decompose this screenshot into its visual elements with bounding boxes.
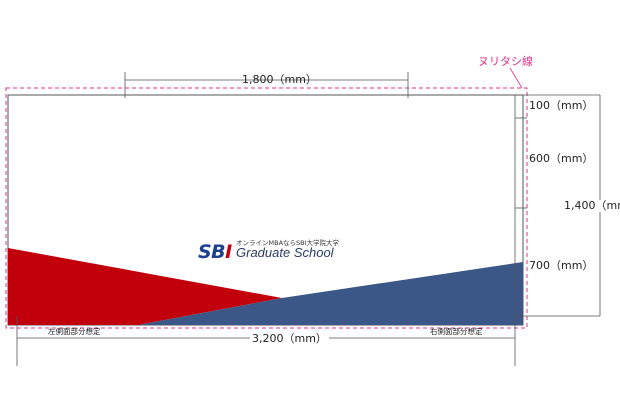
logo-mark-sb: SB	[198, 241, 226, 263]
top-width-label: 1,800（mm）	[242, 73, 317, 86]
right-side-note: 右側面部分想定	[430, 327, 483, 336]
bottom-width-label: 3,200（mm）	[250, 332, 329, 345]
blue-triangle	[138, 262, 523, 325]
sbi-logo: オンラインMBAならSBI大学院大学 SBI Graduate School	[198, 234, 348, 266]
logo-mark: SBI	[198, 241, 232, 263]
seg-bottom-label: 700（mm）	[529, 259, 594, 272]
logo-name: Graduate School	[236, 245, 334, 260]
logo-tagline: オンラインMBAならSBI大学院大学	[236, 239, 340, 247]
red-triangle	[8, 248, 282, 325]
logo-mark-i: I	[225, 241, 232, 263]
total-height-label: 1,400（mm）	[562, 200, 620, 212]
left-side-note: 左側面部分想定	[48, 327, 101, 336]
seg-mid-label: 600（mm）	[529, 152, 594, 165]
seg-top-label: 100（mm）	[529, 99, 594, 112]
bleed-line-label: ヌリタシ線	[478, 55, 533, 68]
bleed-leader	[509, 67, 523, 89]
